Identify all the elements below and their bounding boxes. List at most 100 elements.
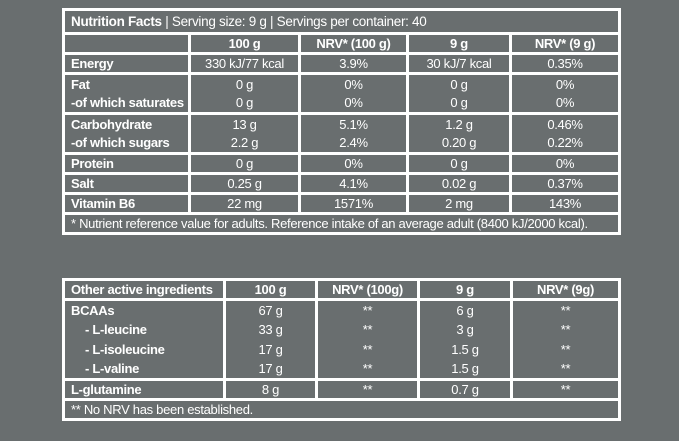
cell-value: ** — [315, 298, 420, 320]
column-header-nrv-9g: NRV* (9g) — [510, 278, 621, 301]
cell-value: 0.25 g — [188, 172, 301, 195]
cell-value: 143% — [508, 192, 622, 215]
column-header-nrv-100g: NRV* (100g) — [315, 278, 420, 301]
cell-value: 8 g — [223, 378, 318, 401]
other-ingredients-table: Other active ingredients 100 g NRV* (100… — [62, 278, 621, 421]
title-serving-info: | Serving size: 9 g | Servings per conta… — [165, 14, 427, 29]
table-row-vitamin-b6: Vitamin B6 22 mg 1571% 2 mg 143% — [62, 192, 622, 215]
cell-value: 0.37% — [508, 172, 622, 195]
cell-value: 2 mg — [406, 192, 512, 215]
cell-value: 2.4% — [298, 133, 409, 155]
column-header-9g: 9 g — [406, 32, 512, 55]
cell-value: 17 g — [223, 359, 318, 381]
table-row-l-leucine: - L-leucine 33 g ** 3 g ** — [62, 319, 621, 340]
cell-value: 30 kJ/7 kcal — [406, 52, 512, 75]
cell-value: 0 g — [406, 93, 512, 115]
cell-value: 3 g — [417, 319, 513, 340]
cell-value: 0% — [508, 72, 622, 94]
column-header-nrv-100g: NRV* (100 g) — [298, 32, 409, 55]
table-row-carbohydrate: Carbohydrate 13 g 5.1% 1.2 g 0.46% — [62, 112, 622, 134]
cell-value: ** — [315, 339, 420, 360]
cell-value: 33 g — [223, 319, 318, 340]
nutrition-facts-title: Nutrition Facts | Serving size: 9 g | Se… — [61, 8, 622, 35]
cell-value: 1.5 g — [417, 359, 513, 381]
row-label: Fat — [62, 72, 191, 94]
row-label: - L-isoleucine — [62, 339, 226, 360]
cell-value: 0 g — [188, 152, 301, 175]
cell-value: ** — [315, 319, 420, 340]
footnote-row: * Nutrient reference value for adults. R… — [61, 212, 622, 235]
column-header-row: Other active ingredients 100 g NRV* (100… — [62, 278, 621, 301]
row-label: L-glutamine — [62, 378, 226, 401]
cell-value: 0.20 g — [406, 133, 512, 155]
cell-value: 0 g — [406, 152, 512, 175]
cell-value: 6 g — [417, 298, 513, 320]
cell-value: 0.7 g — [417, 378, 513, 401]
row-label: Vitamin B6 — [62, 192, 191, 215]
table-row-l-glutamine: L-glutamine 8 g ** 0.7 g ** — [62, 378, 621, 401]
cell-value: 330 kJ/77 kcal — [188, 52, 301, 75]
cell-value: 0% — [298, 72, 409, 94]
cell-value: 0.22% — [508, 133, 622, 155]
cell-value: 0.35% — [508, 52, 622, 75]
row-label: Protein — [62, 152, 191, 175]
cell-value: ** — [510, 359, 621, 381]
cell-value: 0 g — [188, 72, 301, 94]
row-label: Salt — [62, 172, 191, 195]
cell-value: 3.9% — [298, 52, 409, 75]
cell-value: 0 g — [188, 93, 301, 115]
cell-value: 0% — [298, 152, 409, 175]
nutrition-facts-section: Nutrition Facts | Serving size: 9 g | Se… — [61, 8, 622, 235]
title-main: Nutrition Facts — [71, 14, 162, 29]
cell-value: 0% — [508, 93, 622, 115]
cell-value: 1.2 g — [406, 112, 512, 134]
footnote-row: ** No NRV has been established. — [62, 398, 621, 421]
table-row-l-valine: - L-valine 17 g ** 1.5 g ** — [62, 359, 621, 381]
cell-value: ** — [315, 378, 420, 401]
title-row: Nutrition Facts | Serving size: 9 g | Se… — [61, 8, 622, 35]
table-row-salt: Salt 0.25 g 4.1% 0.02 g 0.37% — [62, 172, 622, 195]
column-header-100g: 100 g — [188, 32, 301, 55]
column-header-row: 100 g NRV* (100 g) 9 g NRV* (9 g) — [62, 32, 622, 55]
column-header-empty — [62, 32, 191, 55]
cell-value: 22 mg — [188, 192, 301, 215]
table-row-protein: Protein 0 g 0% 0 g 0% — [62, 152, 622, 175]
cell-value: ** — [510, 319, 621, 340]
cell-value: 67 g — [223, 298, 318, 320]
row-label: BCAAs — [62, 298, 226, 320]
cell-value: 13 g — [188, 112, 301, 134]
row-label: -of which saturates — [62, 93, 191, 115]
cell-value: ** — [510, 298, 621, 320]
cell-value: 5.1% — [298, 112, 409, 134]
cell-value: 1.5 g — [417, 339, 513, 360]
cell-value: 2.2 g — [188, 133, 301, 155]
column-header-other-ingredients: Other active ingredients — [62, 278, 226, 301]
nutrition-facts-table: Nutrition Facts | Serving size: 9 g | Se… — [61, 8, 622, 235]
cell-value: 4.1% — [298, 172, 409, 195]
cell-value: ** — [510, 339, 621, 360]
column-header-nrv-9g: NRV* (9 g) — [508, 32, 622, 55]
cell-value: 0.02 g — [406, 172, 512, 195]
table-row-energy: Energy 330 kJ/77 kcal 3.9% 30 kJ/7 kcal … — [62, 52, 622, 75]
cell-value: 0% — [508, 152, 622, 175]
cell-value: ** — [510, 378, 621, 401]
cell-value: 0% — [298, 93, 409, 115]
cell-value: 0.46% — [508, 112, 622, 134]
column-header-9g: 9 g — [417, 278, 513, 301]
cell-value: ** — [315, 359, 420, 381]
row-label: - L-valine — [62, 359, 226, 381]
row-label: - L-leucine — [62, 319, 226, 340]
row-label: Carbohydrate — [62, 112, 191, 134]
column-header-100g: 100 g — [223, 278, 318, 301]
table-row-bcaas: BCAAs 67 g ** 6 g ** — [62, 298, 621, 320]
table-row-fat: Fat 0 g 0% 0 g 0% — [62, 72, 622, 94]
table-row-sugars: -of which sugars 2.2 g 2.4% 0.20 g 0.22% — [62, 133, 622, 155]
cell-value: 0 g — [406, 72, 512, 94]
other-ingredients-section: Other active ingredients 100 g NRV* (100… — [62, 278, 621, 421]
cell-value: 1571% — [298, 192, 409, 215]
nrv-footnote: * Nutrient reference value for adults. R… — [61, 212, 622, 235]
cell-value: 17 g — [223, 339, 318, 360]
row-label: -of which sugars — [62, 133, 191, 155]
row-label: Energy — [62, 52, 191, 75]
table-row-l-isoleucine: - L-isoleucine 17 g ** 1.5 g ** — [62, 339, 621, 360]
